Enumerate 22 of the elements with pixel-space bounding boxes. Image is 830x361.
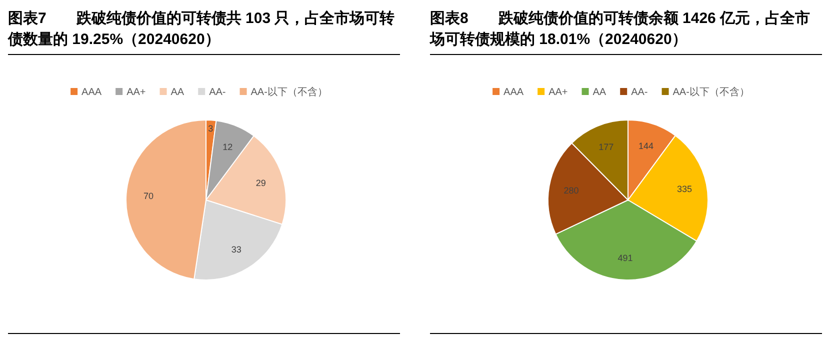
legend-label: AA-以下（不含） xyxy=(250,86,328,98)
data-label: 177 xyxy=(598,142,614,152)
legend-label: AA xyxy=(170,87,184,98)
data-label: 70 xyxy=(144,191,154,202)
data-label: 280 xyxy=(564,185,579,196)
legend-label: AAA xyxy=(82,87,102,98)
data-label: 144 xyxy=(638,140,654,151)
legend-label: AAA xyxy=(504,87,524,98)
legend-label: AA+ xyxy=(126,87,146,98)
legend-label: AA-以下（不含） xyxy=(672,86,750,98)
data-label: 491 xyxy=(618,253,633,264)
data-label: 335 xyxy=(676,184,692,194)
data-label: 3 xyxy=(208,124,214,134)
data-label: 29 xyxy=(256,178,266,188)
chart-title: 图表7 跌破纯债价值的可转债共 103 只，占全市场可转债数量的 19.25%（20240620） xyxy=(8,8,400,55)
chart-title: 图表8 跌破纯债价值的可转债余额 1426 亿元，占全市场可转债规模的 18.01%（20240620） xyxy=(430,8,822,55)
legend-label: AA- xyxy=(209,87,226,98)
legend-label: AA xyxy=(592,87,606,98)
legend-label: AA+ xyxy=(548,87,568,98)
legend-label: AA- xyxy=(631,87,648,98)
data-label: 33 xyxy=(231,244,242,254)
data-label: 12 xyxy=(222,142,233,152)
